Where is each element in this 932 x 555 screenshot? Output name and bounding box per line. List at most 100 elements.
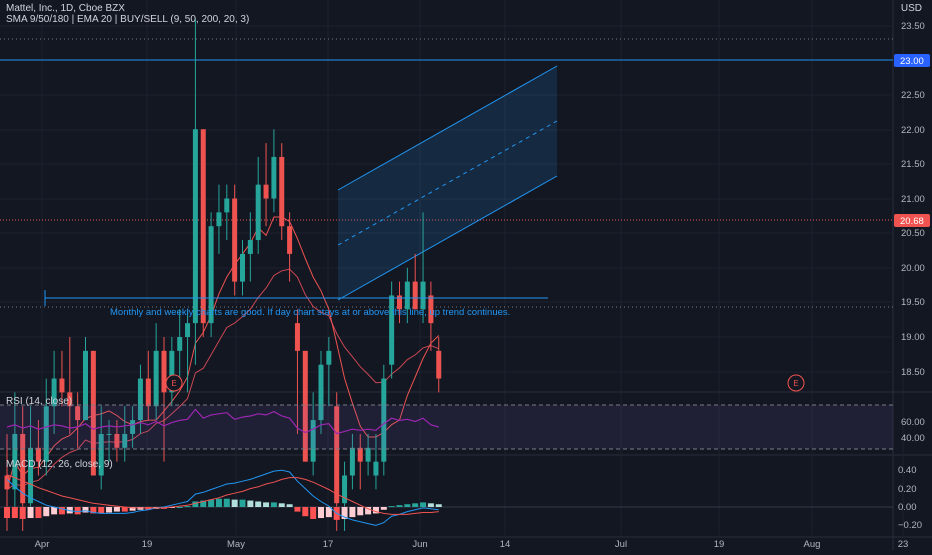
macd-histogram-bar	[121, 507, 128, 512]
rsi-pane	[0, 404, 893, 450]
candle-body	[4, 475, 10, 490]
macd-histogram-bar	[278, 503, 285, 507]
candle-body	[428, 295, 434, 324]
macd-histogram-bar	[302, 507, 309, 517]
price-tick-label: 21.50	[901, 159, 925, 170]
price-label-box	[894, 54, 930, 67]
macd-histogram-bar	[19, 507, 26, 519]
macd-histogram-bar	[357, 507, 364, 516]
macd-histogram-bar	[35, 507, 42, 519]
macd-histogram-bar	[223, 498, 230, 507]
macd-histogram-bar	[98, 507, 105, 514]
channel-lower-line	[337, 175, 558, 301]
macd-histogram-bar	[255, 501, 262, 507]
channel-fill	[338, 66, 557, 300]
macd-histogram-bar	[184, 506, 191, 508]
candle-body	[420, 281, 426, 310]
candle-body	[436, 350, 442, 379]
indicator-legend[interactable]: SMA 9/50/180 | EMA 20 | BUY/SELL (9, 50,…	[6, 14, 250, 25]
candle-body	[397, 295, 402, 310]
macd-histogram-bar	[208, 499, 215, 507]
ema-20-line	[6, 268, 439, 490]
annotation-text: Monthly and weekly charts are good. If d…	[110, 307, 510, 318]
price-tick-label: 22.00	[901, 125, 925, 136]
macd-histogram-bar	[11, 507, 18, 519]
macd-histogram-bar	[310, 507, 317, 519]
candle-body	[271, 156, 277, 199]
macd-histogram-bar	[82, 507, 89, 513]
candle-body	[169, 350, 175, 393]
candle-body	[342, 475, 348, 504]
candle-body	[35, 447, 41, 462]
macd-tick-label: 0.00	[898, 502, 917, 513]
price-tick-label: 20.00	[901, 263, 925, 274]
earnings-marker	[787, 374, 805, 392]
macd-histogram-bar	[51, 507, 58, 515]
macd-histogram-bar	[435, 504, 442, 507]
candle-body	[130, 420, 136, 434]
candle-body	[381, 378, 387, 462]
candle-body	[412, 281, 418, 310]
rsi-tick-label: 60.00	[901, 417, 925, 428]
candle-body	[279, 156, 285, 227]
candle-body	[145, 378, 151, 407]
time-axis[interactable]: Apr 19 May 17 Jun 14 Jul 19 Aug 23	[0, 536, 932, 550]
price-tick-label: 23.50	[901, 21, 925, 32]
price-label-23: 23.00	[900, 56, 924, 67]
candle-body	[161, 350, 167, 393]
macd-histogram-bar	[168, 507, 175, 508]
macd-histogram-bar	[325, 507, 332, 518]
channel-median-line	[337, 120, 558, 246]
candle-body	[20, 433, 26, 504]
macd-histogram-bar	[349, 507, 356, 518]
time-tick-label: 19	[714, 539, 725, 550]
time-tick-label: May	[227, 539, 245, 550]
price-axis[interactable]: 23.50 22.50 22.00 21.50 21.00 20.50 20.00 19.50…	[894, 21, 930, 531]
macd-histogram-bar	[247, 500, 254, 507]
rsi-band	[0, 405, 893, 449]
macd-signal-line	[6, 474, 439, 515]
macd-histogram-bar	[380, 507, 387, 510]
price-tick-label: 21.00	[901, 194, 925, 205]
candle-body	[318, 364, 324, 421]
macd-histogram-bar	[427, 503, 434, 507]
macd-histogram-bar	[412, 503, 419, 507]
time-tick-label: 17	[323, 539, 334, 550]
candle-body	[216, 212, 222, 227]
time-tick-label: Apr	[35, 539, 50, 550]
candle-body	[51, 378, 57, 407]
candle-body	[404, 281, 410, 310]
candle-body	[28, 447, 34, 504]
drawings[interactable]: Monthly and weekly charts are good. If d…	[44, 290, 805, 392]
price-tick-label: 19.00	[901, 332, 925, 343]
macd-histogram-bar	[192, 501, 199, 507]
candle-body	[75, 406, 81, 421]
macd-histogram-bar	[90, 507, 97, 514]
last-price-label: 20.68	[900, 216, 924, 227]
channel-upper-line	[337, 65, 558, 191]
time-tick-label: Aug	[804, 539, 821, 550]
macd-histogram-bar	[58, 507, 65, 515]
macd-histogram-bar	[176, 507, 183, 508]
time-tick-label: Jul	[615, 539, 627, 550]
macd-tick-label: 0.20	[898, 484, 917, 495]
macd-legend[interactable]: MACD (12, 26, close, 9)	[6, 459, 113, 470]
candle-body	[334, 406, 340, 504]
time-tick-label: Jun	[412, 539, 427, 550]
macd-histogram-bar	[239, 499, 246, 507]
macd-histogram-bar	[27, 507, 34, 519]
earnings-marker-label: E	[171, 379, 176, 388]
macd-histogram-bar	[318, 507, 324, 519]
parallel-channel[interactable]	[337, 65, 558, 301]
candle-body	[326, 350, 332, 365]
time-tick-label: 14	[500, 539, 511, 550]
candle-body	[232, 198, 238, 282]
candle-body	[106, 433, 112, 435]
candle-body	[365, 447, 371, 462]
macd-histogram-bar	[372, 507, 379, 514]
rsi-legend[interactable]: RSI (14, close)	[6, 396, 73, 407]
time-tick-label: 19	[142, 539, 153, 550]
